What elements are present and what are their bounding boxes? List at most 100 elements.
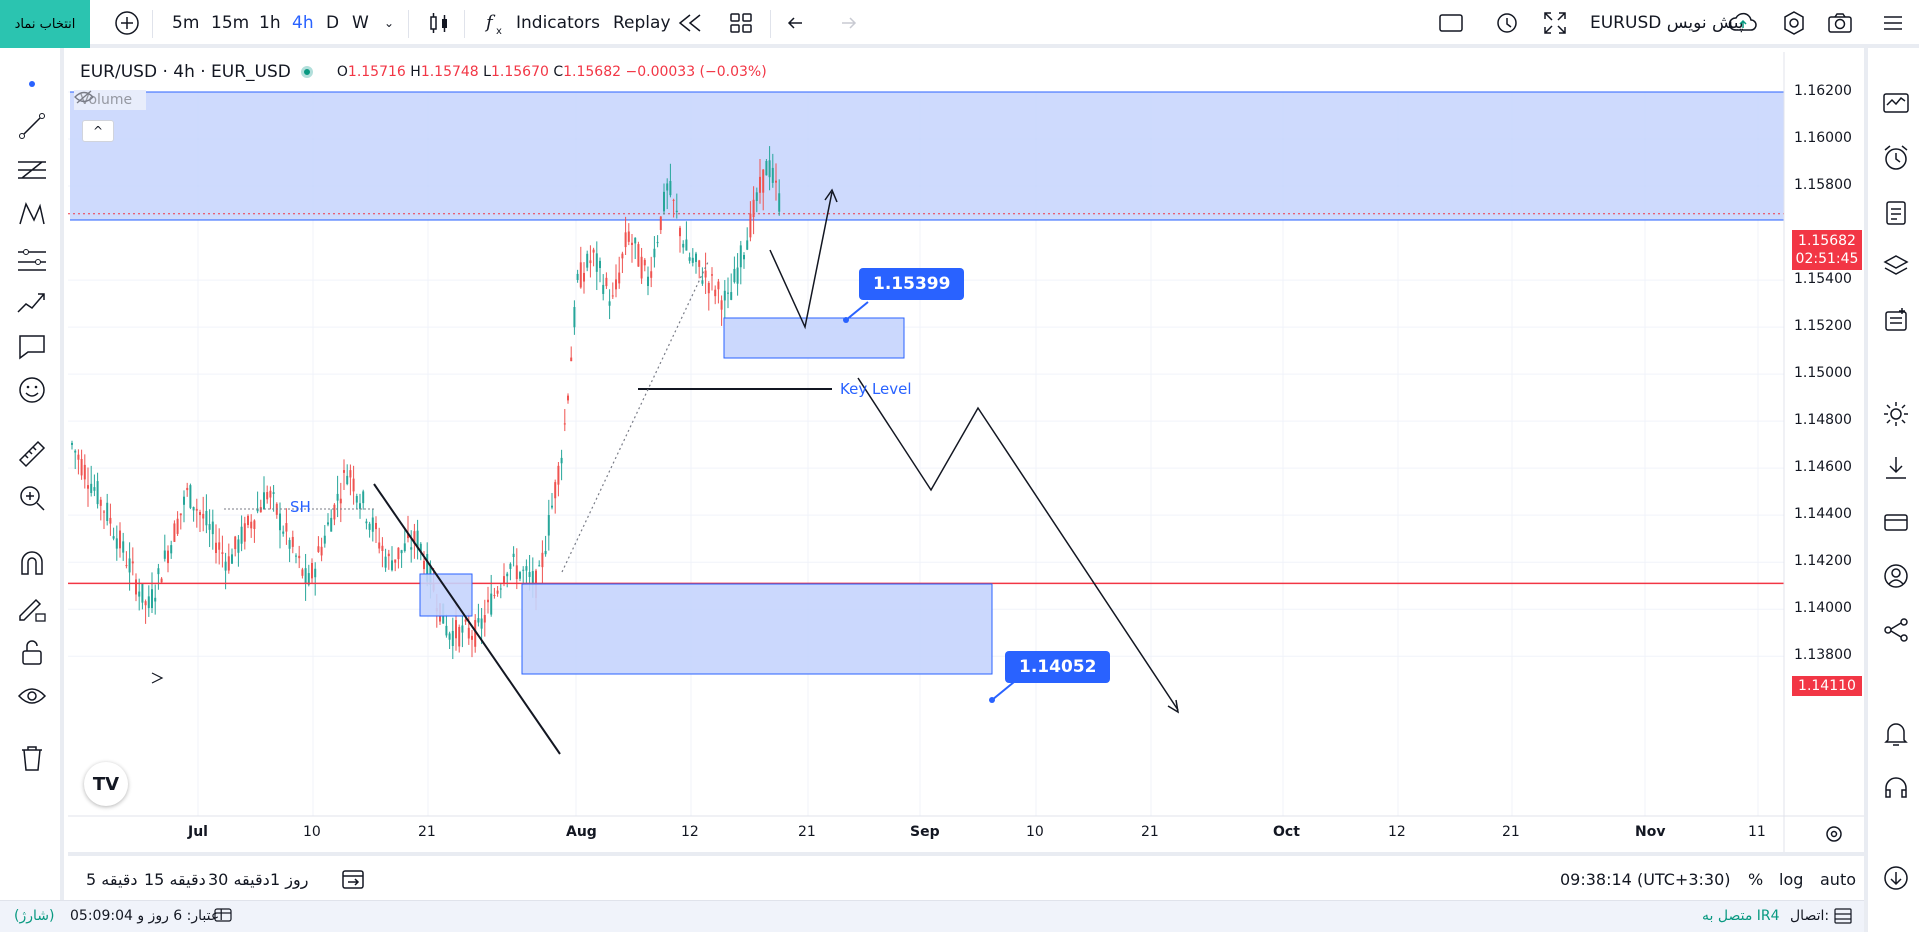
indicators-button[interactable]: Indicators: [516, 13, 600, 33]
candle-body: [618, 272, 621, 284]
trend-line-icon[interactable]: [16, 110, 48, 142]
gear-icon[interactable]: [1882, 400, 1910, 428]
interval-15m[interactable]: 15m: [211, 13, 250, 33]
interval-w[interactable]: W: [352, 13, 369, 33]
callout-icon[interactable]: [16, 330, 48, 362]
candle-body: [464, 619, 467, 622]
candle-body: [752, 199, 755, 218]
symbol-select-button[interactable]: انتخاب نماد: [0, 0, 90, 48]
layout-grid-icon[interactable]: [728, 10, 754, 36]
bell-icon[interactable]: [1882, 720, 1910, 748]
emoji-icon[interactable]: [16, 374, 48, 406]
timeframe-1d[interactable]: 1 روز: [270, 869, 309, 889]
timeframe-bar: 5 دقیقه 15 دقیقه 30 دقیقه 1 روز 09:38:14…: [68, 852, 1864, 900]
retest-zone[interactable]: [723, 317, 905, 359]
demand-zone[interactable]: [521, 583, 993, 675]
candle-body: [538, 565, 541, 567]
candle-body: [170, 545, 173, 554]
supply-zone[interactable]: [70, 92, 1784, 220]
horizontal-line-price-tag: 1.14110: [1792, 676, 1862, 696]
interval-4h[interactable]: 4h: [292, 13, 314, 33]
trash-icon[interactable]: [16, 742, 48, 774]
notes-icon[interactable]: [1882, 198, 1910, 226]
replay-icon[interactable]: [676, 10, 702, 36]
callout-top[interactable]: 1.15399: [859, 268, 965, 300]
magnet-icon[interactable]: [16, 548, 48, 580]
candle-body: [218, 542, 221, 550]
user-icon[interactable]: [1882, 562, 1910, 590]
symbol-draft-label[interactable]: EURUSD پیش نویس: [1590, 13, 1744, 33]
candle-body: [247, 515, 249, 526]
percent-toggle[interactable]: %: [1748, 869, 1764, 889]
callout-bottom[interactable]: 1.14052: [1005, 651, 1111, 683]
timeframe-5m[interactable]: 5 دقیقه: [86, 869, 138, 889]
interval-1h[interactable]: 1h: [259, 13, 281, 33]
date-range-icon[interactable]: [340, 866, 366, 892]
alarm-clock-icon[interactable]: [1882, 144, 1910, 172]
auto-toggle[interactable]: auto: [1820, 869, 1857, 889]
quick-search-icon[interactable]: [1494, 10, 1520, 36]
help-icon[interactable]: [1882, 864, 1910, 892]
candle-body: [727, 292, 729, 294]
fullscreen-box-icon[interactable]: [1438, 10, 1464, 36]
prediction-icon[interactable]: [16, 242, 48, 274]
price-chart[interactable]: [68, 52, 1864, 852]
symbol-title[interactable]: EUR/USD · 4h · EUR_USD: [80, 62, 291, 82]
replay-button[interactable]: Replay: [613, 13, 671, 33]
interval-dropdown-icon[interactable]: ⌄: [384, 16, 395, 30]
cursor-dot-icon[interactable]: [16, 68, 48, 100]
layers-icon[interactable]: [1882, 252, 1910, 280]
add-symbol-icon[interactable]: [114, 10, 140, 36]
callout-bottom-pointer: [991, 681, 1015, 701]
log-toggle[interactable]: log: [1779, 869, 1804, 889]
card-icon[interactable]: [1882, 508, 1910, 536]
zoom-in-icon[interactable]: [16, 482, 48, 514]
undo-icon[interactable]: [786, 10, 812, 36]
pattern-icon[interactable]: [16, 198, 48, 230]
camera-icon[interactable]: [1827, 10, 1853, 36]
chart-pane[interactable]: EUR/USD · 4h · EUR_USD O1.15716 H1.15748…: [68, 52, 1864, 852]
server-list-icon[interactable]: [1834, 908, 1852, 928]
candle-body: [176, 518, 179, 534]
expand-icon[interactable]: [1542, 10, 1568, 36]
interval-5m[interactable]: 5m: [172, 13, 200, 33]
projection-icon[interactable]: [16, 286, 48, 318]
watchlist-icon[interactable]: [1882, 90, 1910, 118]
settings-hex-icon[interactable]: [1781, 10, 1807, 36]
candle-body: [477, 618, 480, 623]
projection-path-down[interactable]: [857, 377, 1179, 711]
cloud-save-icon[interactable]: [1727, 10, 1759, 36]
clock-display[interactable]: 09:38:14 (UTC+3:30): [1560, 869, 1731, 889]
candle-type-icon[interactable]: [426, 10, 452, 36]
headset-icon[interactable]: [1882, 774, 1910, 802]
share-icon[interactable]: [1882, 616, 1910, 644]
candle-body: [199, 512, 201, 516]
draw-lock-icon[interactable]: [16, 592, 48, 624]
visibility-eye-icon[interactable]: [16, 680, 48, 712]
candle-body: [474, 620, 477, 647]
candle-body: [83, 464, 86, 480]
fib-lines-icon[interactable]: [16, 154, 48, 186]
menu-icon[interactable]: [1880, 10, 1906, 36]
redo-icon[interactable]: [832, 10, 858, 36]
order-block-small[interactable]: [419, 573, 473, 617]
ruler-icon[interactable]: [16, 438, 48, 470]
candle-body: [547, 515, 550, 536]
candle-body: [426, 554, 429, 582]
candle-body: [589, 260, 592, 264]
price-axis-label: 1.14200: [1794, 553, 1852, 570]
volume-indicator-tag[interactable]: Volume: [74, 90, 147, 110]
charge-link[interactable]: (شارژ): [14, 908, 55, 924]
candle-body: [243, 523, 246, 542]
download-icon[interactable]: [1882, 454, 1910, 482]
timeframe-30m[interactable]: 30 دقیقه: [208, 869, 270, 889]
list-icon[interactable]: [1882, 306, 1910, 334]
projection-path-up[interactable]: [769, 191, 833, 330]
tradingview-logo[interactable]: TV: [84, 762, 128, 806]
interval-d[interactable]: D: [326, 13, 340, 33]
timeframe-15m[interactable]: 15 دقیقه: [144, 869, 206, 889]
unlock-icon[interactable]: [16, 636, 48, 668]
trend-line[interactable]: [373, 483, 561, 755]
collapse-legend-button[interactable]: ^: [82, 120, 114, 142]
